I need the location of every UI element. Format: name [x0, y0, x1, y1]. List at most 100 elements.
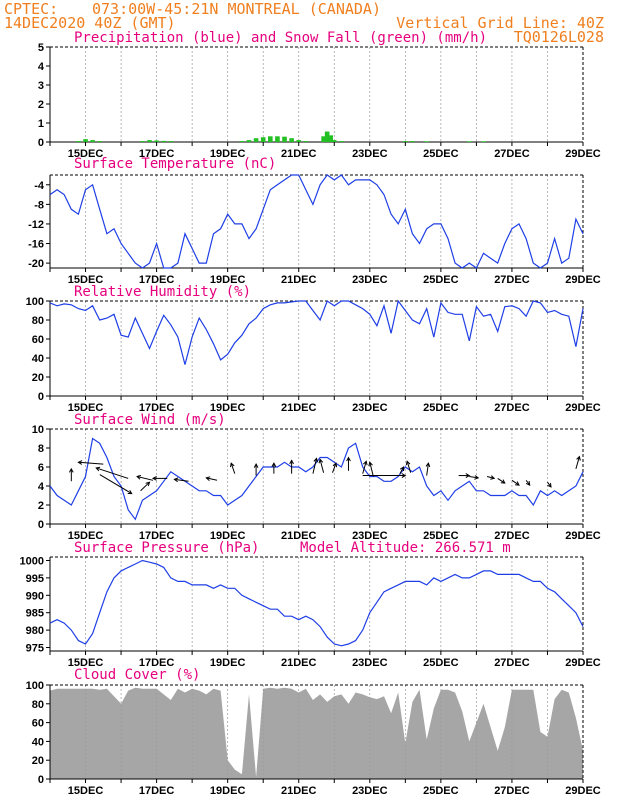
data-line — [49, 299, 584, 365]
snowfall-bar — [239, 141, 245, 142]
wind-arrow-head — [346, 456, 351, 462]
panel-title: Surface Wind (m/s) — [74, 412, 226, 428]
wind-arrow-head — [500, 479, 506, 484]
y-tick-label: 2 — [38, 500, 44, 512]
x-tick-label: 15DEC — [68, 148, 104, 160]
x-tick-label: 23DEC — [352, 274, 388, 286]
snowfall-bar — [253, 138, 259, 142]
panel-6: 0 20 40 60 80 100 15DEC 17DEC 19DEC 21DEC 23DEC 25D… — [26, 667, 601, 797]
wind-arrow-shaft — [206, 477, 218, 481]
header-run-date: 14DEC2020 40Z (GMT) — [4, 14, 176, 32]
wind-arrow-shaft — [497, 477, 506, 484]
x-tick-label: 27DEC — [494, 274, 530, 286]
data-line — [49, 174, 584, 269]
wind-arrow-head — [271, 462, 277, 467]
cloud-cover-area — [50, 687, 583, 779]
snowfall-bar — [296, 140, 302, 142]
y-tick-label: 985 — [26, 608, 44, 620]
snowfall-bar — [339, 141, 344, 142]
wind-arrow-shaft — [469, 476, 479, 479]
panel-title: Precipitation (blue) and Snow Fall (gree… — [74, 30, 487, 46]
y-tick-label: 1000 — [20, 555, 44, 567]
snowfall-bar — [76, 141, 81, 142]
panel-2: -4 -8 -12 -16 -20 15DEC 17DEC 19DEC 21DEC 23DEC 25… — [28, 156, 601, 286]
y-tick-label: 4 — [38, 61, 45, 73]
x-tick-label: 17DEC — [139, 274, 175, 286]
y-tick-label: -12 — [28, 219, 44, 231]
x-tick-label: 15DEC — [68, 530, 104, 542]
wind-arrow-head — [401, 473, 407, 478]
x-tick-label: 19DEC — [210, 530, 246, 542]
y-tick-label: -20 — [28, 258, 44, 270]
y-tick-label: -8 — [34, 199, 44, 211]
snowfall-bar — [410, 141, 415, 142]
y-tick-label: 1 — [38, 118, 44, 130]
wind-arrow-head — [77, 460, 83, 465]
wind-arrow-head — [289, 459, 294, 465]
y-tick-label: 5 — [38, 42, 44, 54]
x-tick-label: 17DEC — [139, 402, 175, 414]
y-tick-label: -16 — [28, 239, 44, 251]
snowfall-bar — [83, 139, 88, 142]
snowfall-bar — [403, 141, 408, 142]
panel-3: 0 20 40 60 80 100 15DEC 17DEC 19DEC 21DEC 23DEC 25D… — [26, 284, 601, 414]
wind-arrow-head — [136, 474, 142, 480]
header-model-code: TQ0126L028 — [514, 28, 604, 46]
panel-4: 0 2 4 6 8 10 15DEC 17DEC 19DEC 21DEC 23DEC 25DEC 27D… — [32, 412, 601, 542]
y-tick-label: 40 — [32, 736, 44, 748]
wind-arrow-head — [465, 473, 471, 478]
y-tick-label: 990 — [26, 590, 44, 602]
snowfall-bar — [331, 140, 337, 142]
x-tick-label: 25DEC — [423, 402, 459, 414]
wind-arrow-shaft — [230, 463, 236, 474]
snowfall-bar — [481, 141, 486, 142]
x-tick-label: 21DEC — [281, 148, 317, 160]
x-tick-label: 23DEC — [352, 785, 388, 797]
x-tick-label: 25DEC — [423, 148, 459, 160]
x-tick-label: 27DEC — [494, 785, 530, 797]
wind-arrow-head — [525, 481, 531, 486]
snowfall-bar — [324, 131, 330, 142]
x-tick-label: 27DEC — [494, 530, 530, 542]
snowfall-bar — [147, 140, 152, 142]
x-tick-label: 15DEC — [68, 657, 104, 669]
y-tick-label: 0 — [38, 774, 44, 786]
y-tick-label: 980 — [26, 625, 44, 637]
x-tick-label: 15DEC — [68, 785, 104, 797]
x-tick-label: 27DEC — [494, 148, 530, 160]
wind-arrow-shaft — [369, 462, 374, 477]
y-tick-label: 100 — [26, 680, 44, 692]
wind-arrow-head — [515, 481, 520, 486]
snowfall-bar — [168, 141, 174, 142]
wind-arrow-shaft — [174, 478, 189, 482]
y-tick-label: 80 — [32, 315, 44, 327]
x-tick-label: 29DEC — [565, 274, 601, 286]
x-tick-label: 17DEC — [139, 530, 175, 542]
data-line — [49, 437, 584, 521]
wind-arrow-head — [151, 476, 157, 481]
header-grid-note: Vertical Grid Line: 40Z — [396, 14, 604, 32]
wind-arrow-shaft — [511, 479, 520, 486]
figure-header: CPTEC: 073:00W-45:21N MONTREAL (CANADA) … — [4, 0, 604, 46]
wind-arrow-shaft — [399, 466, 404, 474]
snowfall-bar — [303, 141, 309, 142]
panel-title: Surface Pressure (hPa) — [74, 540, 259, 556]
wind-arrow-shaft — [136, 476, 154, 481]
x-tick-label: 29DEC — [565, 530, 601, 542]
wind-arrow-head — [576, 455, 581, 461]
snowfall-bar — [97, 141, 103, 142]
snowfall-bar — [140, 141, 145, 142]
x-tick-label: 23DEC — [352, 657, 388, 669]
x-tick-label: 17DEC — [139, 785, 175, 797]
snowfall-bar — [246, 140, 252, 142]
y-tick-label: 995 — [26, 573, 44, 585]
x-tick-label: 25DEC — [423, 657, 459, 669]
wind-arrow-head — [68, 467, 74, 473]
snowfall-bar — [260, 137, 266, 142]
x-tick-label: 15DEC — [68, 274, 104, 286]
y-tick-label: 8 — [38, 443, 44, 455]
wind-arrow-head — [363, 460, 368, 466]
chart-panels: 0 1 2 3 4 5 15DEC 17DEC 19DEC 21DEC 23DEC 25DEC 27DE… — [20, 30, 601, 797]
x-tick-label: 21DEC — [281, 785, 317, 797]
